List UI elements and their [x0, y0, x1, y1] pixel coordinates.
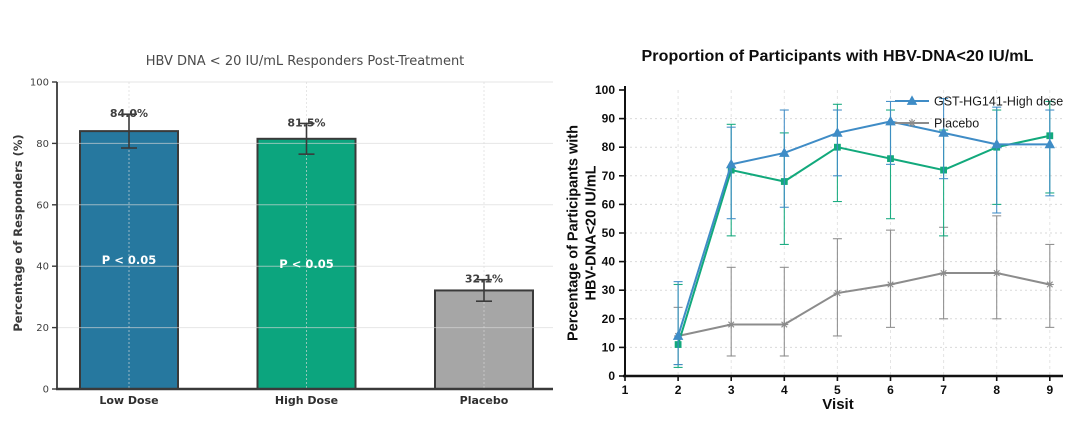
- line-chart-ticks: 0 10 20 30 40 50 60 70 80 90 100 1 2 3 4 5 6 7 8 9: [595, 83, 1053, 397]
- bar-error-bar: [476, 278, 492, 302]
- bar-value-label: 81.5%: [287, 116, 325, 129]
- bar-chart-figure: HBV DNA < 20 IU/mL Responders Post-Treat…: [11, 54, 553, 407]
- green-series-line: [677, 134, 1051, 345]
- svg-text:30: 30: [602, 283, 616, 297]
- placebo-series-line: [677, 272, 1051, 337]
- svg-text:40: 40: [36, 262, 49, 273]
- high-dose-series-error-bars: [673, 98, 1055, 366]
- bar-chart-title: HBV DNA < 20 IU/mL Responders Post-Treat…: [145, 54, 465, 69]
- placebo-series: [673, 215, 1055, 366]
- line-chart-gridlines: [625, 90, 1063, 376]
- svg-text:8: 8: [993, 383, 1000, 397]
- bar-p-value-annotation: P < 0.05: [102, 253, 156, 267]
- svg-text:20: 20: [602, 312, 616, 326]
- bar-error-bar: [121, 113, 137, 149]
- bar-p-value-annotation: P < 0.05: [279, 257, 333, 271]
- bar-category-label: Low Dose: [99, 394, 158, 407]
- svg-text:20: 20: [36, 323, 49, 334]
- svg-text:40: 40: [602, 255, 616, 269]
- bar-error-bar: [298, 122, 315, 155]
- bar-chart-plot: 0 20 40 60 80 100 Low Dose High Dose Placebo 84.0…: [30, 78, 553, 407]
- svg-text:80: 80: [602, 140, 616, 154]
- bar-chart-gridlines: [57, 81, 553, 389]
- svg-text:4: 4: [781, 383, 788, 397]
- line-chart-figure: Proportion of Participants with HBV-DNA<…: [565, 0, 1073, 435]
- svg-text:7: 7: [940, 383, 947, 397]
- svg-text:2: 2: [675, 383, 682, 397]
- svg-text:0: 0: [43, 385, 49, 396]
- line-chart-legend: GST-HG141-High dose Placebo: [895, 95, 1063, 131]
- svg-text:100: 100: [595, 83, 615, 97]
- svg-text:60: 60: [602, 197, 616, 211]
- svg-text:100: 100: [30, 78, 49, 89]
- svg-text:70: 70: [602, 169, 616, 183]
- svg-text:3: 3: [728, 383, 735, 397]
- line-chart-plot: 0 10 20 30 40 50 60 70 80 90 100 1 2 3 4 5 6 7 8 9 GST-HG141…: [595, 83, 1063, 397]
- svg-text:90: 90: [602, 112, 616, 126]
- high-dose-series: [672, 98, 1056, 366]
- legend-label: GST-HG141-High dose: [934, 95, 1063, 109]
- bar-value-label: 32.1%: [465, 273, 503, 286]
- svg-text:80: 80: [36, 139, 49, 150]
- svg-text:50: 50: [602, 226, 616, 240]
- svg-text:1: 1: [622, 383, 629, 397]
- line-chart-title: Proportion of Participants with HBV-DNA<…: [641, 48, 1034, 65]
- line-chart-x-axis-label: Visit: [822, 396, 854, 413]
- svg-text:9: 9: [1046, 383, 1053, 397]
- legend-label: Placebo: [934, 117, 979, 131]
- bar-chart-y-ticks: 0 20 40 60 80 100: [30, 78, 57, 396]
- bar-category-label: Placebo: [460, 394, 509, 407]
- svg-text:6: 6: [887, 383, 894, 397]
- svg-text:5: 5: [834, 383, 841, 397]
- bar-value-label: 84.0%: [110, 107, 148, 120]
- high-dose-series-line: [677, 120, 1050, 337]
- bar-category-label: High Dose: [275, 394, 338, 407]
- svg-text:0: 0: [608, 369, 615, 383]
- svg-text:10: 10: [602, 340, 616, 354]
- svg-text:60: 60: [36, 200, 49, 211]
